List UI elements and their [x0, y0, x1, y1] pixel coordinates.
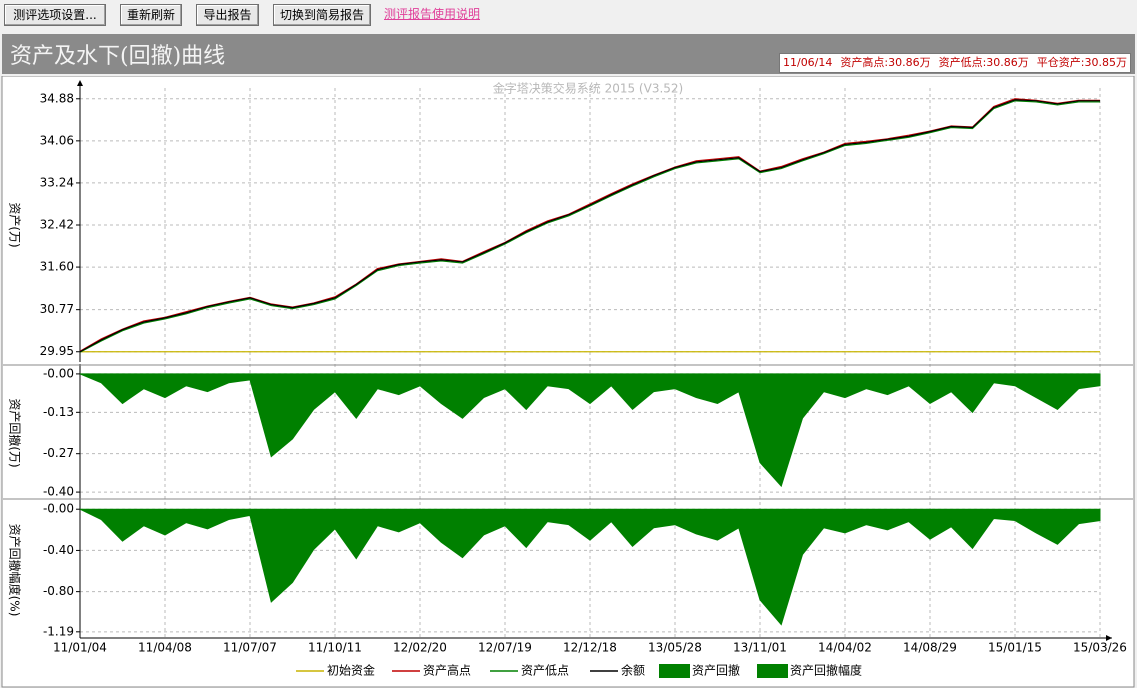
x-tick-label: 15/03/26: [1073, 641, 1127, 655]
y-tick-label: -0.27: [43, 446, 74, 460]
series-line: [79, 99, 1100, 353]
x-tick-label: 11/10/11: [308, 641, 362, 655]
y-tick-label: 29.95: [40, 344, 74, 358]
info-close: 平仓资产:30.85万: [1036, 56, 1127, 69]
x-tick-label: 13/05/28: [648, 641, 702, 655]
legend-label: 资产低点: [521, 664, 569, 678]
help-link[interactable]: 测评报告使用说明: [384, 7, 481, 21]
x-axis-arrow: [1106, 635, 1112, 641]
series-area: [79, 373, 1101, 488]
legend-label: 资产回撤: [692, 663, 740, 678]
series-line: [79, 100, 1100, 353]
x-tick-label: 11/01/04: [53, 641, 107, 655]
export-button[interactable]: 导出报告: [196, 4, 259, 26]
y-tick-label: -0.00: [43, 502, 74, 516]
switch-button[interactable]: 切换到简易报告: [273, 4, 371, 26]
info-low: 资产低点:30.86万: [938, 56, 1029, 69]
x-tick-label: 11/04/08: [138, 641, 192, 655]
legend-label: 余额: [621, 663, 645, 678]
info-high: 资产高点:30.86万: [840, 56, 931, 69]
info-box: 11/06/14 资产高点:30.86万 资产低点:30.86万 平仓资产:30.85…: [778, 53, 1131, 73]
y-tick-label: -0.40: [43, 543, 74, 557]
legend-swatch: [757, 664, 788, 678]
series-area: [79, 508, 1101, 626]
x-tick-label: 11/07/07: [223, 641, 277, 655]
x-tick-label: 14/08/29: [903, 641, 957, 655]
title-bar: 资产及水下(回撤)曲线 11/06/14 资产高点:30.86万 资产低点:30.8…: [2, 34, 1135, 74]
y-tick-label: -0.80: [43, 584, 74, 598]
x-tick-label: 13/11/01: [733, 641, 787, 655]
y-axis-label: 资产回撤幅度(%): [8, 524, 23, 617]
y-axis-label: 资产回撤(万): [8, 398, 23, 467]
y-tick-label: 34.88: [40, 91, 74, 105]
x-tick-label: 12/07/19: [478, 641, 532, 655]
legend-label: 初始资金: [327, 663, 375, 678]
y-tick-label: 32.42: [40, 218, 74, 232]
legend-swatch: [659, 664, 690, 678]
x-tick-label: 15/01/15: [988, 641, 1042, 655]
legend-label: 资产回撤幅度: [790, 663, 862, 678]
y-tick-label: -1.19: [43, 624, 74, 638]
legend-label: 资产高点: [423, 663, 471, 678]
y-tick-label: 34.06: [40, 133, 74, 147]
watermark: 金字塔决策交易系统 2015 (V3.52): [493, 81, 683, 96]
options-button[interactable]: 测评选项设置...: [4, 4, 106, 26]
y-tick-label: 30.77: [40, 302, 74, 316]
y-tick-label: -0.13: [43, 405, 74, 419]
y-tick-label: -0.40: [43, 485, 74, 499]
x-tick-label: 12/12/18: [563, 641, 617, 655]
x-tick-label: 12/02/20: [393, 641, 447, 655]
page-title: 资产及水下(回撤)曲线: [10, 44, 226, 69]
toolbar: 测评选项设置... 重新刷新 导出报告 切换到简易报告 测评报告使用说明: [0, 0, 1137, 32]
chart: 金字塔决策交易系统 2015 (V3.52) 11/01/04 11/04/08 1…: [1, 76, 1135, 688]
y-tick-label: -0.00: [43, 366, 74, 380]
refresh-button[interactable]: 重新刷新: [120, 4, 182, 26]
y-tick-label: 31.60: [40, 260, 74, 274]
y-tick-label: 33.24: [40, 175, 74, 189]
info-date: 11/06/14: [782, 56, 833, 69]
y-axis-label: 资产(万): [8, 202, 22, 247]
y-axis-arrow: [77, 80, 83, 86]
x-tick-label: 14/04/02: [818, 641, 872, 655]
